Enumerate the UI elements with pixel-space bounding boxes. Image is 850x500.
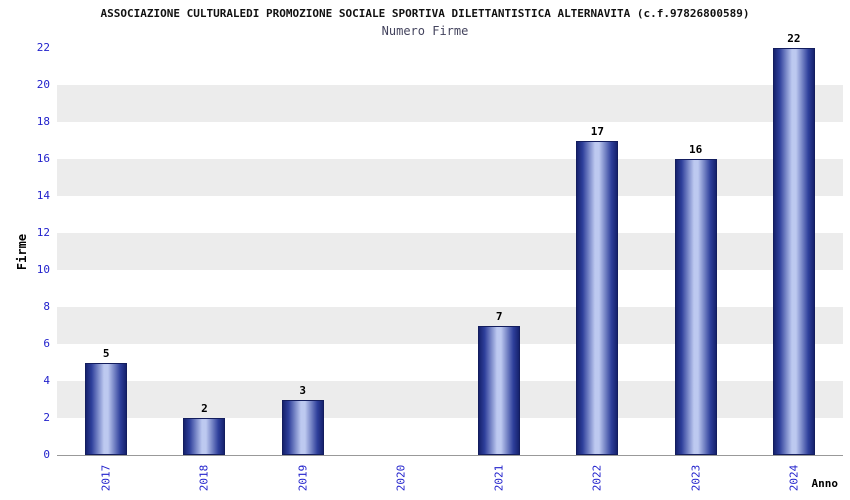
y-tick-label: 2 <box>43 411 50 424</box>
bar <box>478 325 521 455</box>
bar <box>183 418 226 455</box>
grid-band <box>57 159 843 196</box>
y-tick-label: 18 <box>36 115 50 128</box>
bar <box>674 159 717 455</box>
y-tick-label: 8 <box>43 300 50 313</box>
y-tick-label: 6 <box>43 337 50 350</box>
bar-value-label: 22 <box>787 32 801 45</box>
bar-value-label: 17 <box>590 124 604 138</box>
chart-subtitle: Numero Firme <box>381 24 469 38</box>
y-tick-label: 14 <box>36 189 50 202</box>
y-tick-label: 20 <box>36 78 50 91</box>
grid-band <box>57 85 843 122</box>
y-tick-label: 12 <box>36 226 50 239</box>
y-tick-label: 16 <box>36 152 50 165</box>
bar-value-label: 5 <box>102 346 110 360</box>
bar <box>576 140 619 455</box>
bar <box>85 362 128 455</box>
x-axis-line <box>57 455 843 456</box>
y-tick-label: 10 <box>36 263 50 276</box>
bar-value-label: 7 <box>495 309 503 323</box>
bar <box>281 399 324 455</box>
bar-value-label: 3 <box>299 383 306 397</box>
y-tick-label: 22 <box>36 41 50 54</box>
bar-value-label: 16 <box>689 143 703 156</box>
bar <box>772 48 815 455</box>
y-tick-label: 4 <box>43 374 50 387</box>
y-tick-label: 0 <box>43 448 50 461</box>
chart-title: ASSOCIAZIONE CULTURALEDI PROMOZIONE SOCI… <box>100 7 750 20</box>
grid-band <box>57 233 843 270</box>
x-axis-title: Anno <box>811 477 839 490</box>
bar-value-label: 2 <box>201 402 208 415</box>
